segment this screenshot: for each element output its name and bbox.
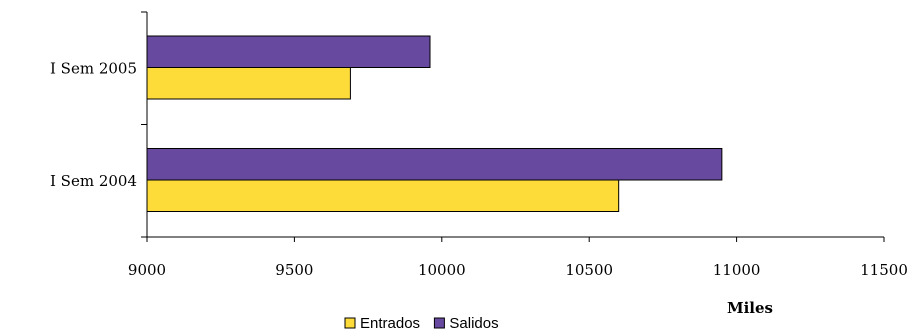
bar-salidos-i-sem-2005 xyxy=(146,35,431,68)
bar-entrados-i-sem-2005 xyxy=(146,67,351,100)
tick-labels: 9000 9500 10000 10500 11000 11500 xyxy=(128,261,908,279)
x-tick-label: 11500 xyxy=(860,261,908,279)
x-tick-label: 9000 xyxy=(128,261,166,279)
legend: Entrados Salidos xyxy=(344,315,499,332)
legend-label-salidos: Salidos xyxy=(449,315,498,332)
bar-salidos-i-sem-2004 xyxy=(146,148,723,181)
x-tick-label: 11000 xyxy=(713,261,761,279)
x-tick-label: 10000 xyxy=(418,261,466,279)
category-label: I Sem 2005 xyxy=(50,60,137,78)
legend-label-entrados: Entrados xyxy=(360,315,420,332)
x-tick-label: 9500 xyxy=(275,261,313,279)
category-label: I Sem 2004 xyxy=(50,172,137,190)
bars xyxy=(146,35,723,212)
x-axis-label: Miles xyxy=(727,299,773,317)
legend-swatch-entrados xyxy=(344,317,356,329)
category-labels: I Sem 2005 I Sem 2004 xyxy=(50,60,137,191)
legend-swatch-salidos xyxy=(433,317,445,329)
x-tick-label: 10500 xyxy=(565,261,613,279)
bar-entrados-i-sem-2004 xyxy=(146,179,620,212)
